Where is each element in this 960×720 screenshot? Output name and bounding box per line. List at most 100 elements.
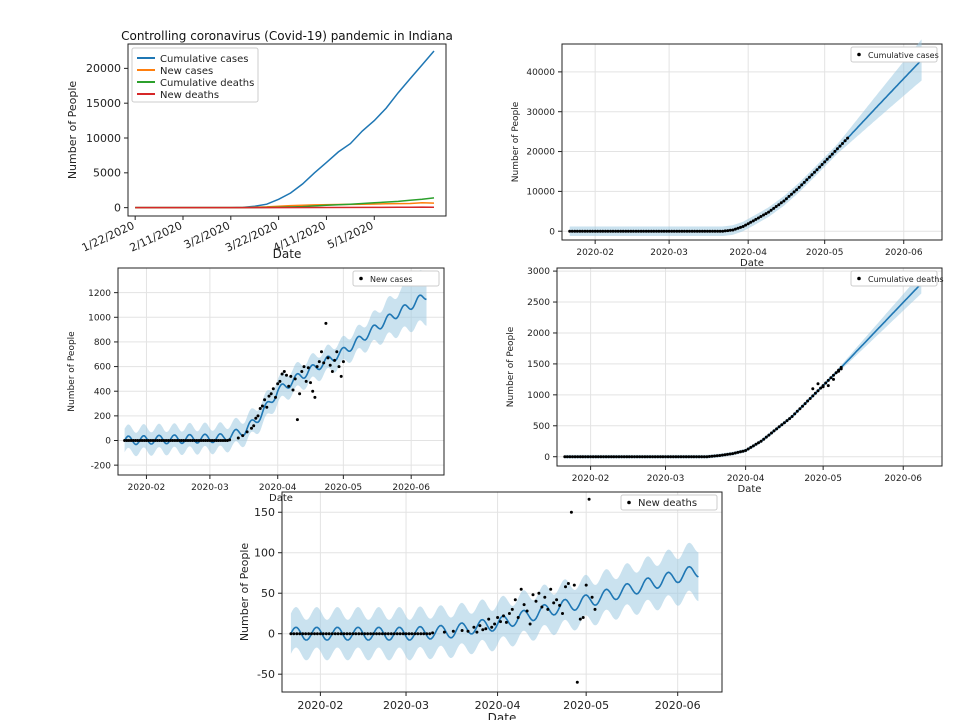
data-point	[558, 603, 562, 607]
data-point	[843, 139, 847, 143]
data-point	[147, 439, 151, 442]
x-tick-label: 2020-04	[727, 474, 765, 484]
data-point	[561, 612, 564, 615]
data-point	[583, 455, 587, 459]
data-point	[652, 229, 656, 233]
data-point	[285, 373, 288, 377]
data-point	[813, 391, 817, 395]
data-point	[736, 226, 740, 230]
data-point	[611, 229, 615, 233]
data-point	[298, 392, 302, 396]
data-point	[662, 229, 666, 233]
data-point	[502, 614, 505, 618]
data-point	[292, 632, 296, 636]
data-point	[324, 321, 328, 325]
data-point	[204, 439, 207, 442]
data-point	[820, 163, 824, 166]
data-point	[177, 439, 181, 442]
legend: Cumulative deaths	[850, 270, 943, 287]
data-point	[210, 439, 214, 442]
data-point	[718, 229, 722, 233]
data-point	[635, 455, 639, 459]
data-point	[173, 439, 177, 442]
data-point	[835, 147, 839, 151]
uncertainty-band	[290, 542, 699, 661]
data-point	[428, 632, 432, 636]
data-point	[442, 630, 446, 634]
x-tick-label: 2020-06	[885, 248, 923, 258]
data-point	[777, 203, 781, 207]
x-axis-label: Date	[740, 258, 764, 269]
y-tick-label: 0	[105, 437, 111, 447]
data-point	[278, 379, 282, 383]
legend-marker	[857, 276, 861, 281]
data-point	[375, 632, 378, 636]
data-point	[731, 228, 735, 232]
data-point	[546, 607, 550, 611]
data-point	[377, 632, 381, 636]
data-point	[651, 455, 655, 459]
data-point	[155, 439, 159, 442]
data-point	[790, 192, 793, 196]
data-point	[578, 455, 582, 459]
data-point	[816, 389, 820, 393]
legend: New deaths	[620, 494, 718, 511]
data-point	[543, 595, 547, 599]
data-point	[784, 197, 788, 201]
data-point	[596, 455, 600, 459]
data-point	[357, 632, 361, 636]
data-point	[790, 415, 794, 418]
legend-entry: New deaths	[160, 90, 219, 101]
data-point	[654, 229, 658, 233]
data-point	[647, 229, 651, 233]
data-point	[749, 220, 753, 224]
data-point	[184, 439, 188, 442]
data-point	[241, 434, 245, 438]
data-point	[644, 229, 648, 233]
uncertainty-band	[569, 39, 922, 237]
data-point	[759, 439, 763, 443]
data-point	[642, 229, 646, 233]
legend-box	[850, 270, 938, 287]
data-point	[749, 445, 753, 449]
data-point	[828, 155, 832, 159]
y-tick-label: 800	[94, 338, 111, 348]
data-point	[431, 631, 435, 635]
new-cases-forecast-chart: -200 0 200 400 600 800 1000 1200 2020-02 2020-03 2…	[67, 267, 445, 504]
y-tick-label: -200	[91, 461, 112, 471]
data-point	[705, 455, 709, 459]
data-point	[335, 350, 339, 354]
data-point	[311, 389, 315, 393]
y-axis-label: Number of People	[506, 326, 516, 407]
data-point	[549, 587, 553, 591]
data-point	[386, 632, 390, 636]
data-point	[841, 142, 844, 145]
data-point	[588, 229, 592, 233]
data-point	[125, 439, 129, 442]
data-point	[320, 350, 323, 354]
data-point	[131, 439, 135, 442]
data-point	[754, 217, 758, 221]
data-point	[723, 453, 727, 457]
data-point	[129, 439, 133, 442]
data-point	[607, 455, 611, 459]
data-point	[811, 387, 815, 391]
data-point	[295, 418, 299, 422]
legend-entry: New deaths	[638, 498, 697, 509]
data-point	[327, 632, 331, 636]
data-point	[419, 632, 423, 636]
data-point	[702, 455, 706, 459]
data-point	[581, 455, 585, 459]
data-point	[578, 229, 582, 233]
data-point	[838, 144, 842, 148]
y-tick-label: 500	[533, 422, 550, 432]
y-tick-label: 150	[254, 506, 275, 519]
y-tick-label: 2500	[527, 298, 550, 308]
data-point	[289, 374, 293, 378]
legend-entry: New cases	[160, 66, 213, 77]
legend-box	[620, 494, 718, 511]
x-tick-label: 2020-03	[647, 474, 685, 484]
data-point	[575, 680, 579, 684]
data-point	[640, 455, 644, 459]
data-point	[599, 455, 603, 459]
